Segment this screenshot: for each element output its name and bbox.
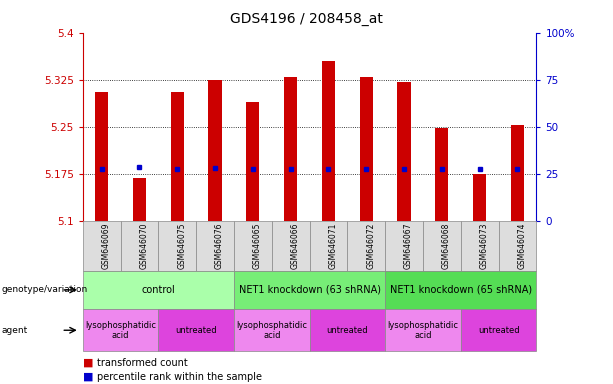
- Bar: [246, 102, 259, 221]
- Text: untreated: untreated: [327, 326, 368, 335]
- Bar: [284, 76, 297, 221]
- Bar: [133, 178, 146, 221]
- Text: GSM646075: GSM646075: [177, 222, 186, 269]
- Text: GSM646070: GSM646070: [140, 222, 148, 269]
- Text: GSM646067: GSM646067: [404, 222, 413, 269]
- Text: GSM646065: GSM646065: [253, 222, 262, 269]
- Bar: [511, 126, 524, 221]
- Text: GSM646076: GSM646076: [215, 222, 224, 269]
- Text: untreated: untreated: [478, 326, 519, 335]
- Text: lysophosphatidic
acid: lysophosphatidic acid: [387, 321, 459, 340]
- Text: NET1 knockdown (65 shRNA): NET1 knockdown (65 shRNA): [390, 285, 532, 295]
- Text: GSM646073: GSM646073: [480, 222, 489, 269]
- Text: GSM646069: GSM646069: [102, 222, 111, 269]
- Text: genotype/variation: genotype/variation: [1, 285, 88, 295]
- Text: ■: ■: [83, 358, 93, 368]
- Bar: [322, 61, 335, 221]
- Text: GSM646072: GSM646072: [367, 222, 375, 269]
- Text: lysophosphatidic
acid: lysophosphatidic acid: [236, 321, 307, 340]
- Text: control: control: [142, 285, 175, 295]
- Text: ■: ■: [83, 372, 93, 382]
- Bar: [360, 76, 373, 221]
- Text: NET1 knockdown (63 shRNA): NET1 knockdown (63 shRNA): [238, 285, 381, 295]
- Text: percentile rank within the sample: percentile rank within the sample: [97, 372, 262, 382]
- Bar: [95, 92, 109, 221]
- Text: transformed count: transformed count: [97, 358, 188, 368]
- Bar: [397, 81, 411, 221]
- Bar: [473, 174, 486, 221]
- Text: GSM646066: GSM646066: [291, 222, 300, 269]
- Text: untreated: untreated: [175, 326, 217, 335]
- Text: GSM646074: GSM646074: [517, 222, 527, 269]
- Text: GSM646068: GSM646068: [442, 222, 451, 269]
- Text: GSM646071: GSM646071: [329, 222, 338, 269]
- Bar: [170, 92, 184, 221]
- Bar: [435, 128, 449, 221]
- Text: agent: agent: [1, 326, 28, 335]
- Text: GDS4196 / 208458_at: GDS4196 / 208458_at: [230, 12, 383, 25]
- Text: lysophosphatidic
acid: lysophosphatidic acid: [85, 321, 156, 340]
- Bar: [208, 80, 222, 221]
